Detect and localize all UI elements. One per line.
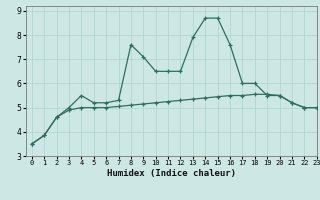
X-axis label: Humidex (Indice chaleur): Humidex (Indice chaleur): [107, 169, 236, 178]
